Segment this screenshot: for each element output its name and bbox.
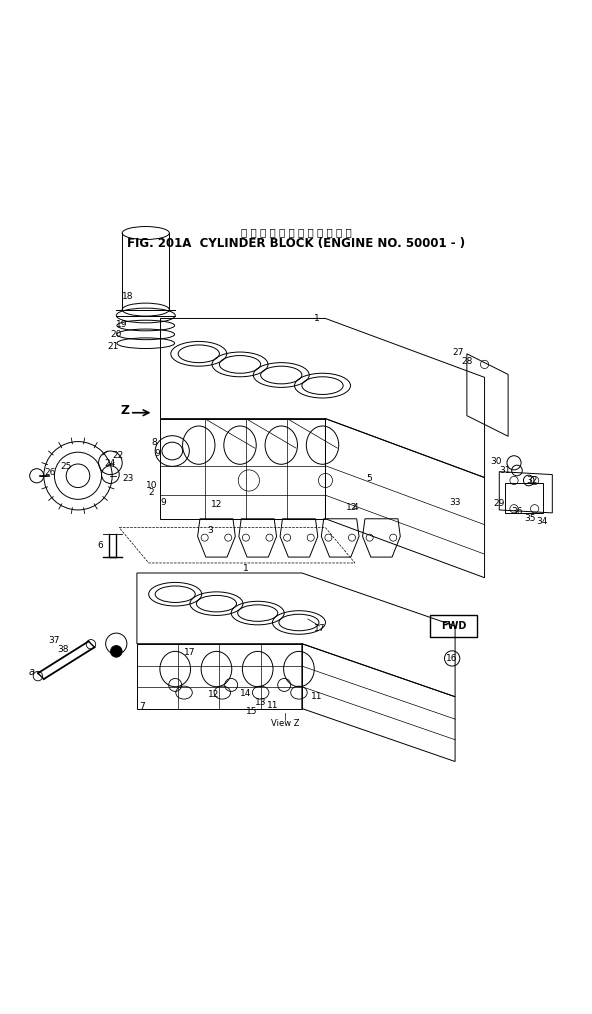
Text: FWD: FWD xyxy=(441,621,466,631)
Text: 38: 38 xyxy=(57,645,69,654)
Text: 14: 14 xyxy=(240,690,252,699)
Text: 8: 8 xyxy=(152,438,157,447)
Text: a: a xyxy=(29,667,35,677)
Text: 21: 21 xyxy=(108,342,119,351)
Text: 27: 27 xyxy=(452,348,464,357)
Text: 25: 25 xyxy=(60,462,72,472)
Text: Z: Z xyxy=(121,405,130,418)
Circle shape xyxy=(110,646,122,657)
Text: 33: 33 xyxy=(449,498,461,507)
Text: シ リ ン ダ ブ ロ ッ ク 適 用 号 機: シ リ ン ダ ブ ロ ッ ク 適 用 号 機 xyxy=(240,227,352,237)
Text: 2: 2 xyxy=(149,488,155,497)
Text: FIG. 201A  CYLINDER BLOCK (ENGINE NO. 50001 - ): FIG. 201A CYLINDER BLOCK (ENGINE NO. 500… xyxy=(127,237,465,250)
Text: 4: 4 xyxy=(352,503,358,511)
Text: 7: 7 xyxy=(139,702,144,711)
Text: 17: 17 xyxy=(184,648,196,657)
Text: 35: 35 xyxy=(525,514,536,523)
Text: 31: 31 xyxy=(500,466,511,475)
Text: 32: 32 xyxy=(526,476,538,485)
Text: 22: 22 xyxy=(112,450,124,459)
Text: 1: 1 xyxy=(243,565,249,573)
Text: 9: 9 xyxy=(160,498,166,507)
Text: 11: 11 xyxy=(311,693,323,702)
Text: 11: 11 xyxy=(266,701,278,710)
Text: 36: 36 xyxy=(511,507,523,516)
Text: View Z: View Z xyxy=(271,719,300,728)
Text: 6: 6 xyxy=(98,540,103,550)
Text: 23: 23 xyxy=(123,475,134,484)
Text: 10: 10 xyxy=(146,481,157,490)
Text: 30: 30 xyxy=(491,456,502,465)
Text: 12: 12 xyxy=(208,690,219,699)
Text: 3: 3 xyxy=(208,526,214,535)
Text: 12: 12 xyxy=(346,503,358,511)
Text: 37: 37 xyxy=(49,636,60,645)
Text: 28: 28 xyxy=(461,357,472,366)
Text: 5: 5 xyxy=(367,475,372,484)
Text: 1: 1 xyxy=(314,314,320,322)
Text: 19: 19 xyxy=(117,319,128,329)
Text: 26: 26 xyxy=(44,468,56,478)
Text: 29: 29 xyxy=(494,499,505,508)
Text: 2: 2 xyxy=(114,648,119,657)
Text: 20: 20 xyxy=(111,331,122,340)
Text: 16: 16 xyxy=(446,654,458,663)
Text: 18: 18 xyxy=(123,292,134,300)
Text: 24: 24 xyxy=(105,459,116,468)
Text: 9: 9 xyxy=(155,449,160,458)
Text: 34: 34 xyxy=(536,517,548,526)
Text: 13: 13 xyxy=(255,698,266,707)
Text: 15: 15 xyxy=(246,707,258,716)
Text: 12: 12 xyxy=(211,500,222,509)
Text: 17: 17 xyxy=(314,625,326,634)
